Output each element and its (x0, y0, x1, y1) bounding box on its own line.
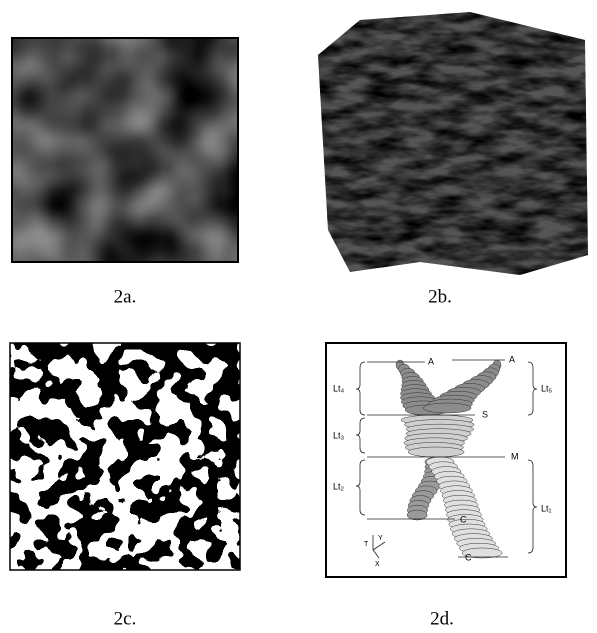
caption: 2c. (114, 608, 137, 629)
caption: 2b. (428, 286, 452, 307)
label: C (465, 552, 472, 562)
label: C (460, 514, 467, 524)
label: Lt₁ (541, 503, 552, 513)
label: A (428, 356, 434, 366)
label: Y (378, 535, 383, 542)
figure: A A S M C C Lt₄ Lt₅ Lt₃ Lt₂ Lt₁ T Y X 2a… (0, 0, 597, 633)
ellipse-slice (408, 447, 464, 457)
label: T (364, 541, 369, 548)
label: Lt₃ (333, 430, 345, 440)
label: S (482, 409, 488, 419)
caption: 2a. (114, 286, 137, 307)
label: Lt₂ (333, 481, 345, 491)
ellipse-slice (423, 403, 471, 413)
label: Lt₅ (541, 383, 553, 393)
image-2a-texture (12, 38, 238, 262)
label: Lt₄ (333, 383, 345, 393)
ellipse-slice (407, 510, 427, 520)
label: X (375, 561, 380, 568)
image-2c-texture (10, 343, 240, 570)
label: M (511, 451, 519, 461)
image-2b-texture (318, 12, 588, 275)
label: A (509, 354, 515, 364)
caption: 2d. (430, 608, 454, 629)
